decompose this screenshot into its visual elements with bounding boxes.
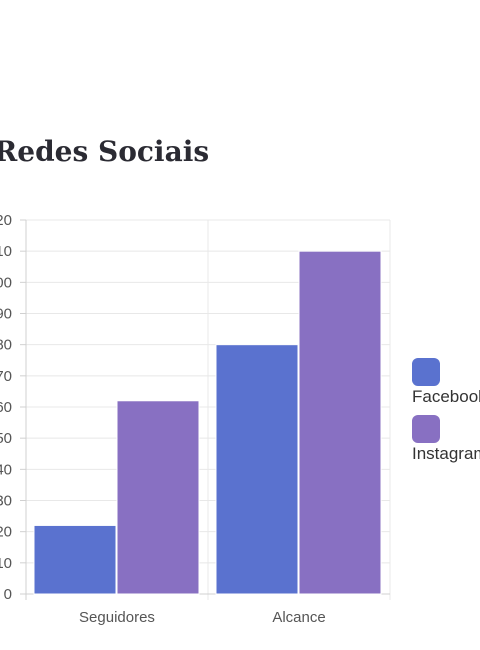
bar-instagram-alcance	[298, 250, 382, 595]
chart-title: Redes Sociais	[0, 135, 210, 168]
legend-label-instagram: Instagram	[412, 444, 480, 463]
y-tick-label: 90	[0, 306, 12, 323]
x-tick-label: Alcance	[272, 609, 325, 626]
bar-facebook-seguidores	[33, 524, 117, 595]
legend-swatch-facebook	[412, 358, 440, 386]
y-tick-label: 60	[0, 399, 12, 416]
y-tick-label: 80	[0, 337, 12, 354]
legend-item-instagram[interactable]: Instagram	[412, 415, 480, 465]
y-tick-label: 70	[0, 368, 12, 385]
y-tick-label: 40	[0, 461, 12, 478]
y-tick-label: 10	[0, 555, 12, 572]
bar-facebook-alcance	[215, 344, 299, 595]
legend-label-facebook: Facebook	[412, 387, 480, 406]
y-tick-label: 50	[0, 430, 12, 447]
y-tick-label: 110	[0, 243, 12, 260]
bar-instagram-seguidores	[116, 400, 200, 595]
y-tick-label: 120	[0, 212, 12, 229]
legend-item-facebook[interactable]: Facebook	[412, 358, 480, 408]
y-tick-label: 0	[4, 586, 12, 603]
legend: Facebook Instagram	[412, 358, 480, 472]
x-tick-label: Seguidores	[79, 609, 155, 626]
y-tick-label: 30	[0, 493, 12, 510]
legend-swatch-instagram	[412, 415, 440, 443]
y-tick-label: 20	[0, 524, 12, 541]
y-tick-label: 100	[0, 274, 12, 291]
